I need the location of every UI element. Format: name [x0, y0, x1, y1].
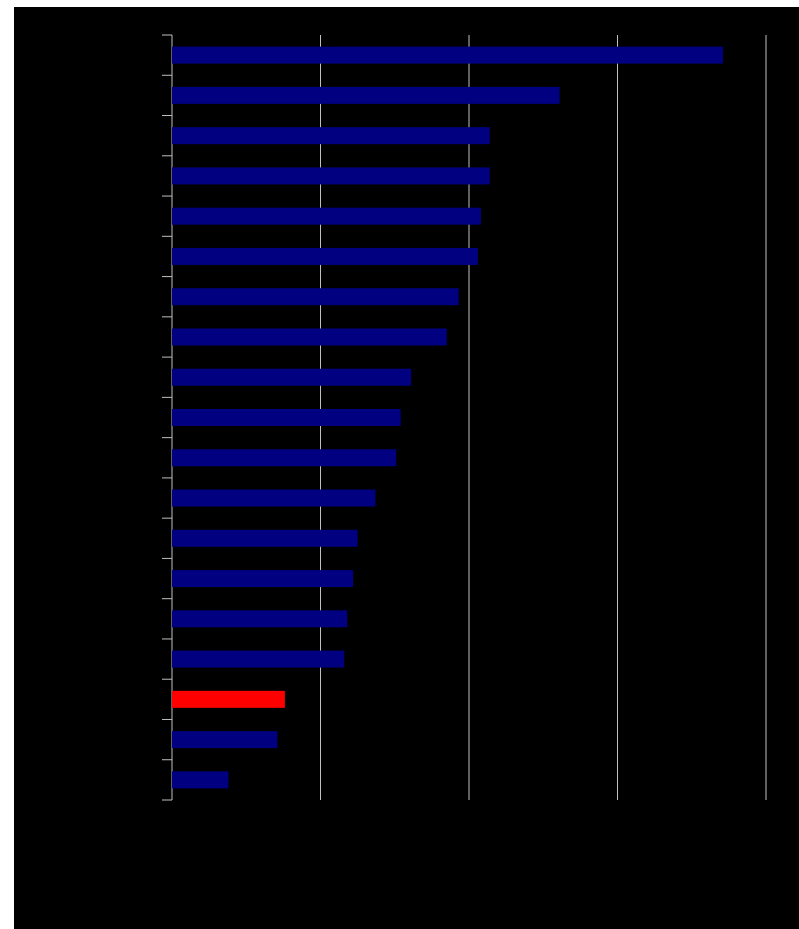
bar — [172, 409, 401, 426]
bar — [172, 570, 354, 588]
bar — [172, 86, 560, 104]
bar — [172, 328, 447, 346]
bar-chart — [162, 34, 767, 801]
bar — [172, 650, 345, 668]
bar — [172, 46, 723, 64]
bar — [172, 247, 478, 265]
bar — [172, 731, 278, 749]
bar-highlighted — [172, 690, 285, 708]
bar — [172, 368, 412, 386]
bar — [172, 127, 490, 145]
bar — [172, 489, 376, 507]
bar — [172, 167, 490, 185]
bar — [172, 529, 358, 547]
bar — [172, 288, 459, 306]
bar — [172, 771, 229, 789]
y-axis — [162, 34, 173, 801]
bar — [172, 207, 481, 225]
chart-frame — [14, 7, 799, 929]
bars — [172, 46, 723, 789]
bar — [172, 610, 348, 628]
bar — [172, 449, 397, 467]
